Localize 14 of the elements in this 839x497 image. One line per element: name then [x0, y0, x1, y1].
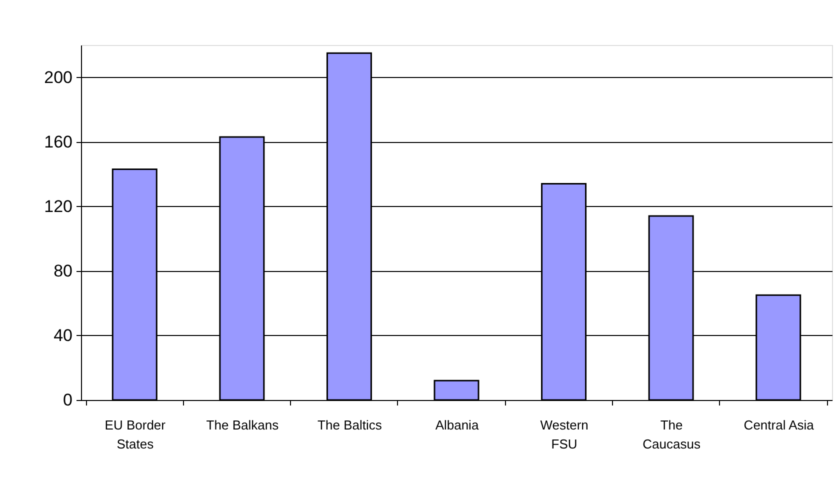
x-tick-label: Western FSU	[540, 418, 588, 452]
y-tick-label: 40	[54, 326, 72, 345]
x-tick-label: The Caucasus	[642, 418, 701, 452]
x-tick-label: The Balkans	[206, 418, 280, 432]
x-tick-label: Albania	[435, 418, 480, 432]
y-tick-label: 0	[63, 390, 72, 410]
y-tick-label: 200	[44, 68, 72, 87]
x-tick-label: The Baltics	[318, 418, 382, 432]
x-tick-label: Central Asia	[744, 418, 815, 432]
y-tick-label: 120	[44, 196, 72, 216]
y-tick-label: 80	[54, 261, 72, 280]
x-tick-label: EU Border States	[104, 418, 166, 452]
y-tick-label: 160	[44, 132, 72, 152]
bar	[434, 380, 480, 401]
